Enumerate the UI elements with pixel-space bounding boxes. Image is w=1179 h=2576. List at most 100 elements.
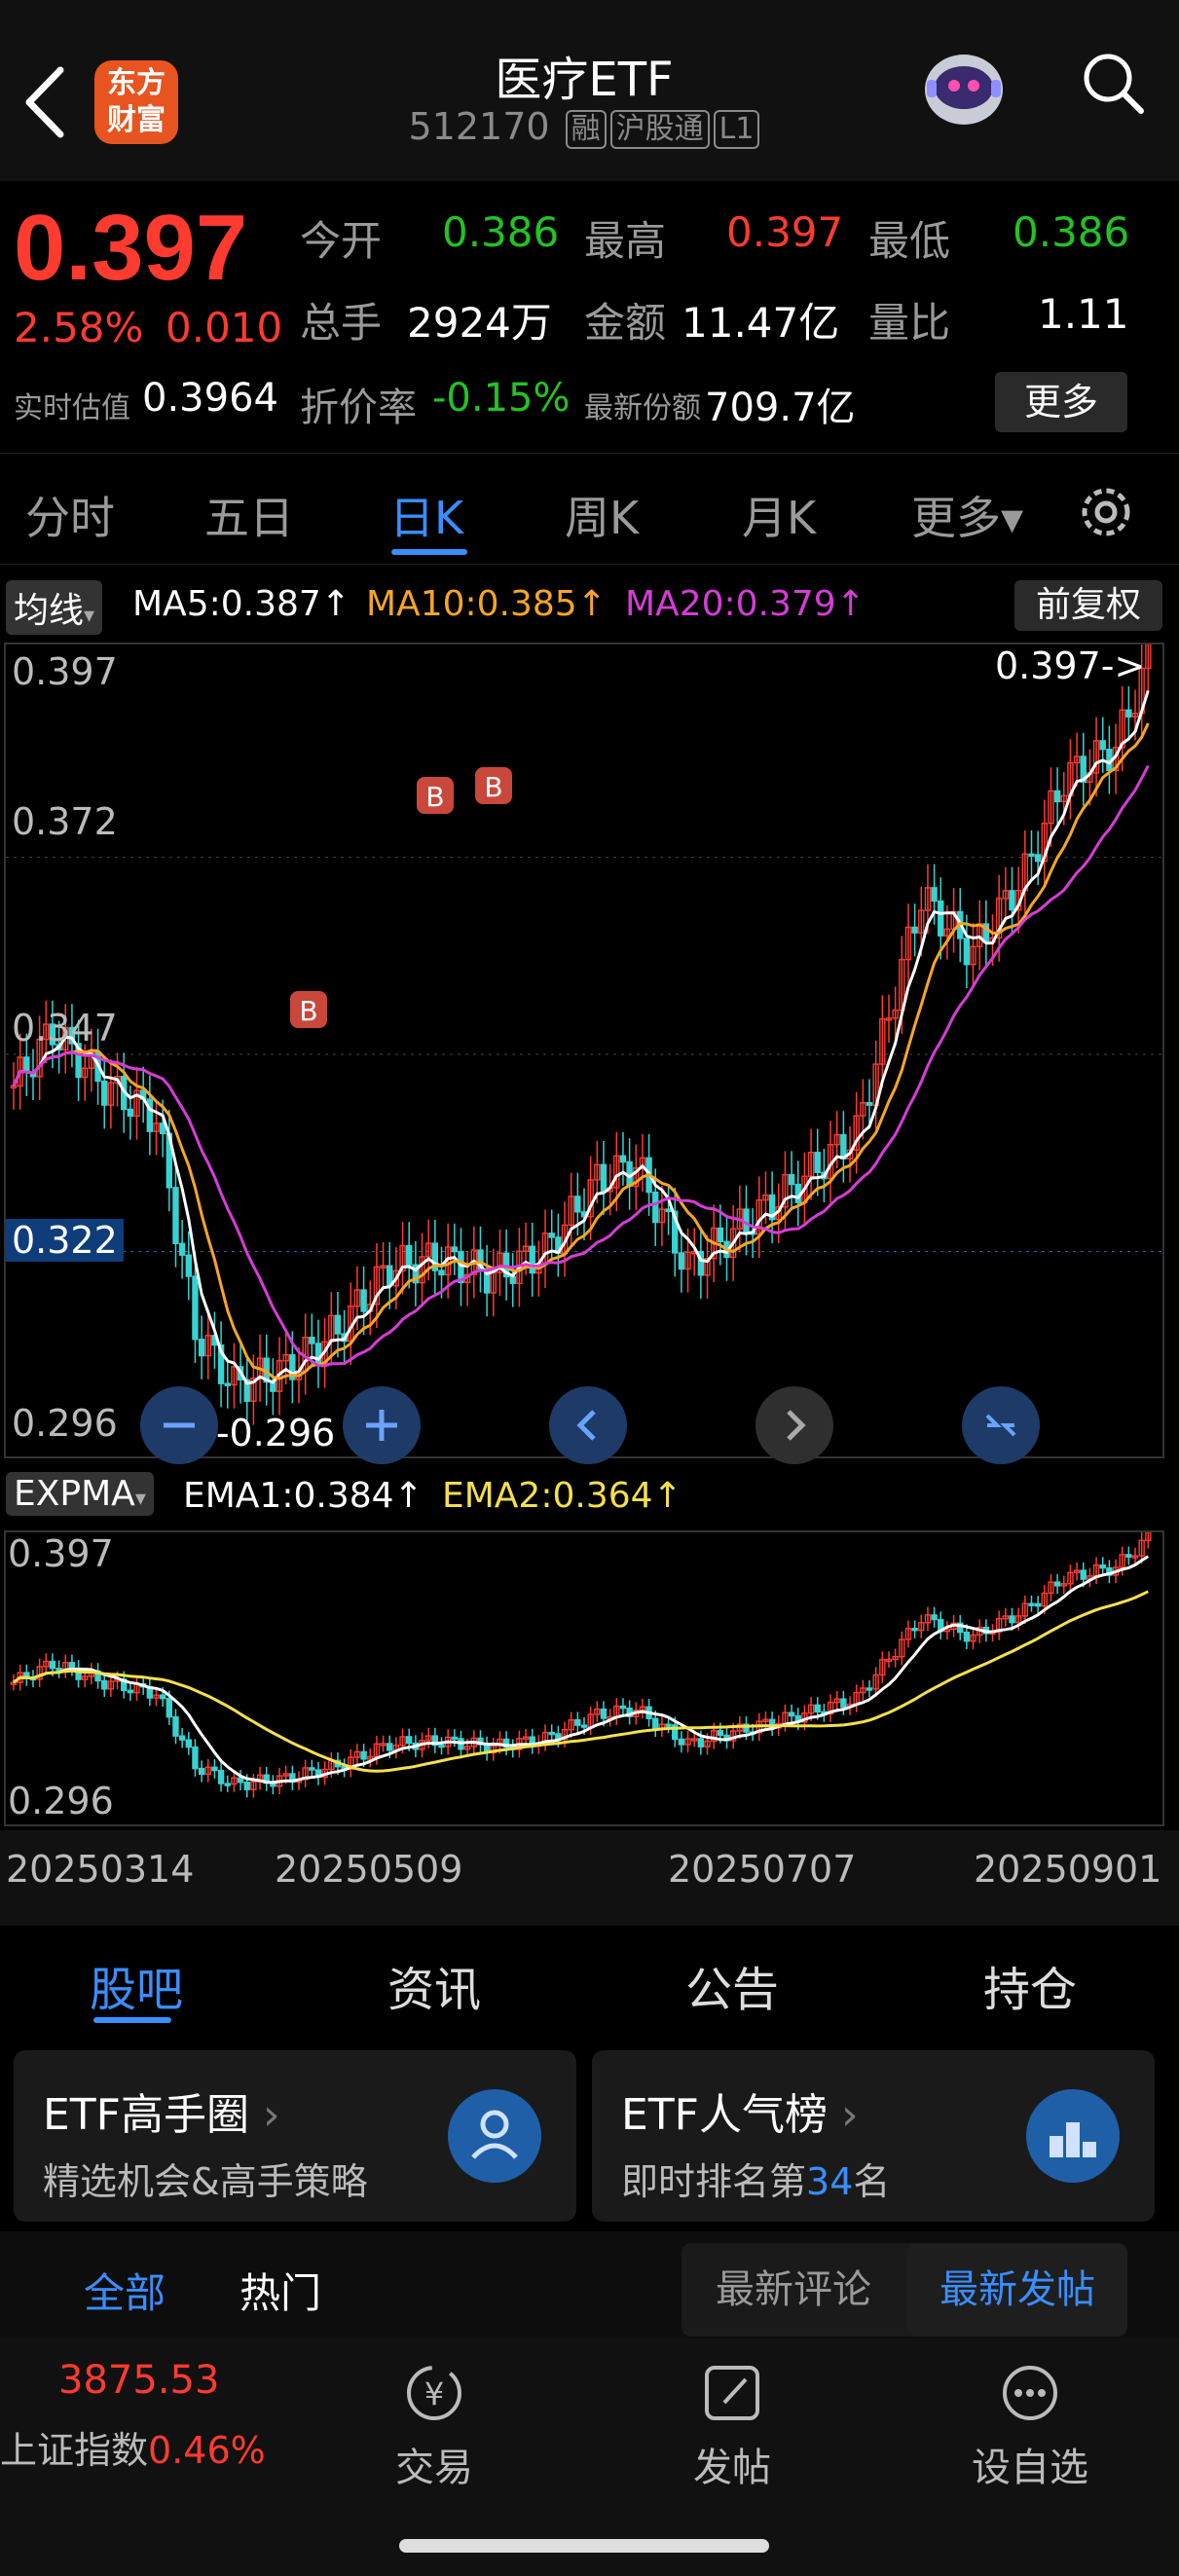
candle-body: [1125, 709, 1132, 718]
sort-segment: 最新评论 最新发帖: [682, 2243, 1127, 2337]
indicator-selector[interactable]: 均线▾: [6, 580, 103, 635]
home-indicator: [399, 2539, 769, 2553]
candle-body: [866, 1102, 873, 1106]
expma-chart[interactable]: 0.397 0.296: [4, 1530, 1164, 1826]
low-value: 0.386: [1013, 208, 1130, 256]
candle-body: [185, 1739, 192, 1748]
ma20-line: [12, 764, 1150, 1368]
tab-daily-k[interactable]: 日K: [389, 492, 464, 544]
candle-body: [289, 1353, 296, 1380]
candle-body: [399, 1244, 406, 1271]
candle-body: [231, 1777, 238, 1785]
tab-weekly-k[interactable]: 周K: [565, 492, 640, 544]
tab-holdings[interactable]: 持仓: [982, 1963, 1077, 2017]
candle-body: [309, 1767, 315, 1771]
nav-post-label: 发帖: [693, 2446, 771, 2490]
candle-body: [652, 1717, 659, 1730]
tab-intraday[interactable]: 分时: [25, 492, 115, 544]
candle-body: [348, 1756, 354, 1770]
zoom-out-button[interactable]: [140, 1386, 218, 1464]
sort-latest-post[interactable]: 最新发帖: [907, 2243, 1127, 2337]
candle-body: [178, 1735, 186, 1741]
gear-icon[interactable]: [1075, 481, 1137, 543]
ma10-value: MA10:0.385↑: [366, 584, 607, 624]
candle-body: [568, 1719, 574, 1731]
zoom-in-button[interactable]: [343, 1386, 421, 1464]
x-axis-label-4: 20250901: [974, 1848, 1162, 1891]
candle-body: [904, 1628, 912, 1640]
candle-body: [574, 1719, 581, 1726]
ma10-line: [12, 722, 1150, 1380]
tab-forum[interactable]: 股吧: [89, 1963, 183, 2017]
sort-latest-comment[interactable]: 最新评论: [716, 2267, 871, 2312]
filter-all[interactable]: 全部: [84, 2269, 166, 2317]
candle-body: [1048, 1581, 1054, 1595]
x-axis-label-2: 20250509: [275, 1848, 463, 1891]
nav-watchlist[interactable]: 设自选: [933, 2362, 1127, 2492]
candle-body: [892, 1009, 899, 1019]
candle-body: [814, 1704, 821, 1713]
candle-body: [497, 1252, 503, 1273]
scroll-right-button[interactable]: [755, 1386, 833, 1464]
candle-body: [931, 1614, 938, 1621]
candle-body: [282, 1773, 289, 1777]
chevron-right-icon: ›: [841, 2090, 859, 2140]
expma-indicator-bar: EXPMA▾ EMA1:0.384↑ EMA2:0.364↑: [0, 1470, 1179, 1525]
etf-expert-circle-card[interactable]: ETF高手圈 › 精选机会&高手策略: [14, 2050, 576, 2222]
collapse-chart-button[interactable]: [962, 1386, 1040, 1464]
candle-body: [438, 1270, 445, 1276]
candle-body: [192, 1275, 199, 1341]
candle-body: [107, 1082, 115, 1106]
back-arrow-icon[interactable]: [19, 58, 78, 146]
candle-body: [1119, 1554, 1125, 1568]
candle-body: [938, 900, 944, 937]
robot-assistant-icon[interactable]: [915, 39, 1013, 136]
etf-popularity-card[interactable]: ETF人气榜 › 即时排名第34名: [592, 2050, 1155, 2222]
date-axis: 20250314 20250509 20250707 20250901: [0, 1830, 1179, 1926]
candle-body: [10, 1681, 18, 1685]
search-icon[interactable]: [1079, 49, 1147, 117]
candle-body: [924, 1614, 932, 1624]
tab-announcements[interactable]: 公告: [684, 1963, 779, 2017]
amount-value: 11.47亿: [682, 299, 840, 347]
candle-body: [594, 1163, 601, 1181]
feature-cards: ETF高手圈 › 精选机会&高手策略 ETF人气榜 › 即时排名第34名: [0, 2037, 1179, 2231]
candle-body: [68, 1662, 76, 1670]
candle-body: [918, 909, 925, 934]
candle-body: [924, 887, 932, 911]
buy-marker-3: B: [475, 767, 512, 804]
scroll-left-button[interactable]: [549, 1386, 627, 1464]
candle-body: [840, 1698, 847, 1709]
nav-trade[interactable]: ¥ 交易: [337, 2362, 532, 2492]
candle-body: [380, 1265, 387, 1269]
candle-body: [159, 1694, 166, 1700]
candle-body: [1131, 713, 1139, 718]
more-quote-button[interactable]: 更多: [995, 372, 1127, 432]
candlestick-chart[interactable]: B B B 0.397 0.372 0.347 0.296 0.322 0.397-…: [4, 643, 1164, 1464]
candle-body: [463, 1746, 471, 1750]
tab-five-day[interactable]: 五日: [204, 492, 294, 544]
candle-body: [1145, 1532, 1152, 1542]
index-ticker[interactable]: 上证指数0.46%: [0, 2420, 266, 2474]
candle-body: [360, 1289, 367, 1312]
price-adjust-button[interactable]: 前复权: [1014, 580, 1162, 631]
tab-news[interactable]: 资讯: [387, 1963, 481, 2017]
active-tab-indicator: [391, 549, 467, 555]
candle-body: [717, 1227, 724, 1242]
tab-monthly-k[interactable]: 月K: [742, 492, 817, 544]
candle-body: [502, 1738, 510, 1748]
candle-body: [49, 1023, 56, 1046]
ema1-value: EMA1:0.384↑: [183, 1476, 424, 1516]
candle-body: [879, 1017, 886, 1065]
candle-body: [522, 1736, 530, 1740]
sub-indicator-selector[interactable]: EXPMA▾: [6, 1472, 154, 1516]
filter-hot[interactable]: 热门: [239, 2269, 322, 2317]
rank-prefix: 即时排名第: [621, 2160, 807, 2203]
candle-body: [133, 1089, 140, 1118]
card-title-ranking: ETF人气榜: [621, 2090, 828, 2140]
candle-body: [678, 1252, 685, 1270]
candle-body: [1099, 740, 1106, 751]
nav-post[interactable]: 发帖: [635, 2362, 829, 2492]
tab-more-periods[interactable]: 更多▾: [911, 492, 1024, 544]
candle-body: [309, 1336, 315, 1344]
